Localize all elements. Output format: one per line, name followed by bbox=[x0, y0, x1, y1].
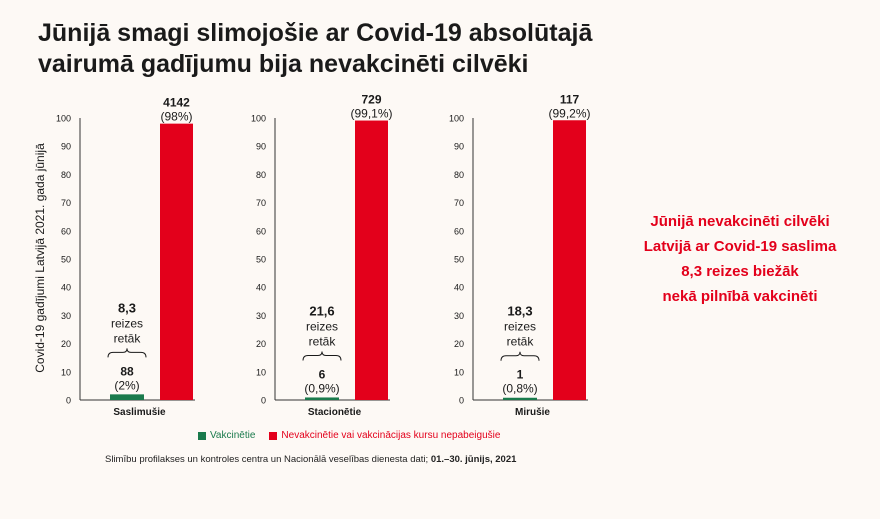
source-dates: 01.–30. jūnijs, 2021 bbox=[430, 454, 517, 465]
data-label-count: 88 bbox=[120, 364, 134, 378]
category-label: Stacionētie bbox=[308, 407, 362, 418]
data-label-count: 117 bbox=[560, 92, 580, 106]
y-tick-label: 10 bbox=[61, 367, 71, 377]
category-label: Saslimušie bbox=[113, 407, 166, 418]
y-tick-label: 80 bbox=[256, 170, 266, 180]
callout-line-4: nekā pilnībā vakcinēti bbox=[662, 288, 818, 305]
bar-unvaccinated bbox=[355, 120, 388, 401]
callout-line-2: Latvijā ar Covid-19 saslima bbox=[643, 238, 837, 255]
y-tick-label: 80 bbox=[61, 170, 71, 180]
y-tick-label: 70 bbox=[454, 198, 464, 208]
y-tick-label: 60 bbox=[454, 226, 464, 236]
y-tick-label: 90 bbox=[256, 142, 266, 152]
y-tick-label: 90 bbox=[454, 142, 464, 152]
bar-vaccinated bbox=[305, 397, 339, 400]
data-label-percent: (99,1%) bbox=[350, 107, 392, 121]
y-tick-label: 90 bbox=[61, 142, 71, 152]
y-tick-label: 70 bbox=[61, 198, 71, 208]
bar-unvaccinated bbox=[553, 120, 586, 401]
category-label: Mirušie bbox=[515, 407, 550, 418]
ratio-value: 18,3 bbox=[507, 304, 532, 319]
y-tick-label: 30 bbox=[454, 311, 464, 321]
legend-item-unvaccinated: Nevakcinētie vai vakcinācijas kursu nepa… bbox=[269, 430, 500, 441]
title-line-1: Jūnijā smagi slimojošie ar Covid-19 abso… bbox=[38, 19, 593, 47]
legend-swatch-vaccinated bbox=[198, 431, 206, 440]
data-label-percent: (0,8%) bbox=[502, 382, 537, 396]
data-label-percent: (98%) bbox=[160, 110, 192, 124]
y-tick-label: 0 bbox=[261, 396, 266, 406]
y-tick-label: 60 bbox=[256, 226, 266, 236]
y-tick-label: 40 bbox=[61, 283, 71, 293]
bar-vaccinated bbox=[110, 394, 144, 400]
data-label-count: 1 bbox=[517, 368, 524, 382]
data-label-count: 4142 bbox=[163, 96, 190, 110]
ratio-value: 21,6 bbox=[309, 303, 334, 318]
source-note: Slimību profilakses un kontroles centra … bbox=[105, 454, 516, 465]
y-tick-label: 20 bbox=[454, 339, 464, 349]
legend-label-vaccinated: Vakcinētie bbox=[210, 430, 256, 441]
y-tick-label: 10 bbox=[454, 367, 464, 377]
callout-line-1: Jūnijā nevakcinēti cilvēki bbox=[650, 213, 830, 230]
y-tick-label: 50 bbox=[256, 255, 266, 265]
brace bbox=[500, 351, 540, 361]
y-tick-label: 30 bbox=[256, 311, 266, 321]
y-tick-label: 70 bbox=[256, 198, 266, 208]
y-tick-label: 30 bbox=[61, 311, 71, 321]
ratio-text: reizes bbox=[504, 320, 536, 334]
y-tick-label: 20 bbox=[256, 339, 266, 349]
y-tick-label: 100 bbox=[251, 114, 266, 124]
data-label-count: 729 bbox=[361, 93, 381, 107]
brace bbox=[107, 348, 147, 358]
legend-swatch-unvaccinated bbox=[269, 431, 278, 440]
y-tick-label: 100 bbox=[56, 114, 71, 124]
y-tick-label: 40 bbox=[454, 283, 464, 293]
chart-title: Jūnijā smagi slimojošie ar Covid-19 abso… bbox=[38, 18, 658, 80]
y-tick-label: 0 bbox=[66, 396, 71, 406]
legend: Vakcinētie Nevakcinētie vai vakcinācijas… bbox=[198, 430, 510, 441]
ratio-text: reizes bbox=[306, 319, 338, 333]
y-tick-label: 20 bbox=[61, 339, 71, 349]
y-tick-label: 100 bbox=[449, 114, 464, 124]
y-tick-label: 60 bbox=[61, 226, 71, 236]
y-tick-label: 10 bbox=[256, 367, 266, 377]
data-label-percent: (99,2%) bbox=[548, 106, 590, 120]
legend-item-vaccinated: Vakcinētie bbox=[198, 430, 255, 441]
y-tick-label: 0 bbox=[459, 396, 464, 406]
bar-unvaccinated bbox=[160, 123, 193, 400]
ratio-text: reizes bbox=[111, 316, 143, 330]
ratio-text: retāk bbox=[309, 334, 337, 348]
callout-line-3: 8,3 reizes biežāk bbox=[681, 263, 799, 280]
bar-vaccinated bbox=[503, 397, 537, 400]
y-tick-label: 50 bbox=[454, 255, 464, 265]
y-tick-label: 50 bbox=[61, 255, 71, 265]
title-line-2: vairumā gadījumu bija nevakcinēti cilvēk… bbox=[38, 50, 529, 78]
ratio-text: retāk bbox=[507, 335, 535, 349]
y-tick-label: 40 bbox=[256, 283, 266, 293]
source-text: Slimību profilakses un kontroles centra … bbox=[105, 454, 431, 465]
legend-label-unvaccinated: Nevakcinētie vai vakcinācijas kursu nepa… bbox=[281, 430, 501, 441]
brace bbox=[302, 351, 342, 361]
data-label-count: 6 bbox=[319, 367, 326, 381]
ratio-value: 8,3 bbox=[118, 300, 136, 315]
ratio-text: retāk bbox=[114, 331, 142, 345]
data-label-percent: (0,9%) bbox=[304, 381, 339, 395]
data-label-percent: (2%) bbox=[114, 378, 139, 392]
y-tick-label: 80 bbox=[454, 170, 464, 180]
callout-text: Jūnijā nevakcinēti cilvēki Latvijā ar Co… bbox=[610, 209, 870, 309]
